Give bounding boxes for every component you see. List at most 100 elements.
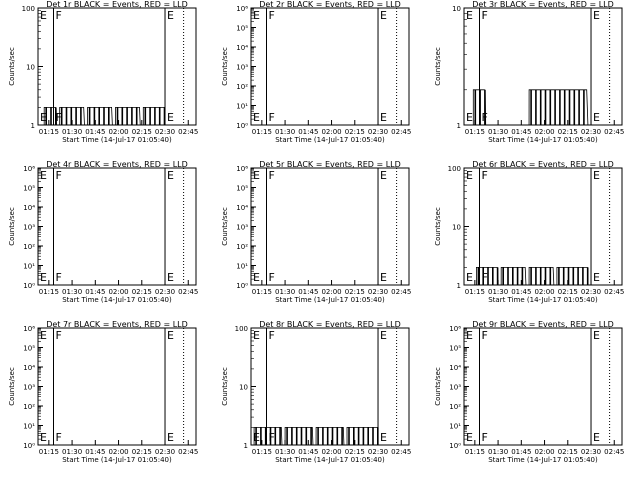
x-tick-label: 02:15 [558,128,578,136]
panel-title: Det 6r BLACK = Events, RED = LLD [472,160,614,169]
marker-label-top: E [380,169,387,182]
x-tick-label: 02:45 [178,288,198,296]
series-events-seg-5 [142,107,166,126]
y-tick-label: 10¹ [23,423,35,431]
series-events-seg-4 [115,107,141,126]
y-tick-label: 10⁵ [236,185,248,193]
x-tick-label: 01:15 [465,448,485,456]
x-tick-label: 02:30 [368,288,388,296]
y-tick-label: 10 [452,5,461,13]
marker-label-bottom: F [481,431,487,444]
y-tick-label: 10³ [23,224,35,232]
x-tick-label: 01:15 [39,128,59,136]
marker-label-top: E [40,9,47,22]
y-tick-label: 10 [452,224,461,232]
panel-det-1: Det 1r BLACK = Events, RED = LLD 1 10 100 01… [8,0,198,144]
x-tick-label: 01:15 [465,128,485,136]
panel-det-5: Det 5r BLACK = Events, RED = LLD 10⁰ 10¹ 10… [221,160,411,304]
plot-frame [250,7,410,126]
marker-label-bottom: F [268,111,274,124]
x-tick-label: 01:30 [62,128,82,136]
y-axis-label: Counts/sec [8,207,16,246]
x-tick-label: 02:15 [345,128,365,136]
plot-frame [463,7,623,126]
marker-label-top: F [55,329,61,342]
marker-label-top: E [167,9,174,22]
y-tick-label: 10⁰ [236,122,248,130]
series-events-seg-2 [284,427,314,446]
y-tick-label: 10⁵ [449,345,461,353]
x-axis-label: Start Time (14-Jul-17 01:05:40) [275,136,385,144]
panel-det-4: Det 4r BLACK = Events, RED = LLD 10⁰ 10¹ 10… [8,160,198,304]
x-tick-label: 02:45 [391,288,411,296]
x-tick-label: 02:00 [108,448,128,456]
marker-label-top: E [167,169,174,182]
x-tick-label: 01:30 [275,128,295,136]
x-tick-label: 02:45 [604,288,624,296]
marker-label-top: E [253,9,260,22]
marker-label-top: E [167,329,174,342]
marker-label-bottom: E [40,431,47,444]
x-tick-label: 01:15 [252,128,272,136]
x-tick-label: 02:30 [155,128,175,136]
panel-title: Det 7r BLACK = Events, RED = LLD [46,320,188,329]
plot-frame [463,327,623,446]
x-tick-label: 02:15 [345,288,365,296]
x-tick-label: 01:30 [275,288,295,296]
x-axis-label: Start Time (14-Jul-17 01:05:40) [488,456,598,464]
y-tick-label: 10⁴ [23,204,35,212]
y-tick-label: 10⁵ [23,345,35,353]
series-events-seg-3 [528,267,555,286]
x-tick-label: 02:30 [368,128,388,136]
y-axis-label: Counts/sec [221,47,229,86]
y-tick-label: 1 [31,122,35,130]
marker-label-top: F [481,329,487,342]
x-tick-label: 02:00 [534,288,554,296]
x-tick-label: 01:45 [511,448,531,456]
x-tick-label: 01:30 [62,288,82,296]
y-tick-label: 10² [449,403,461,411]
marker-label-bottom: E [466,111,473,124]
panel-title: Det 5r BLACK = Events, RED = LLD [259,160,401,169]
y-tick-label: 10⁵ [23,185,35,193]
series-events-seg-2 [500,267,527,286]
y-tick-label: 10 [26,64,35,72]
y-tick-label: 10⁶ [23,165,35,173]
x-tick-label: 01:15 [465,288,485,296]
marker-label-top: F [481,9,487,22]
series-events-seg-4 [556,267,589,286]
y-tick-label: 10⁰ [23,442,35,450]
y-tick-label: 10⁶ [23,325,35,333]
y-axis-label: Counts/sec [434,367,442,406]
x-tick-label: 01:30 [275,448,295,456]
panel-det-9: Det 9r BLACK = Events, RED = LLD 10⁰ 10¹ 10… [434,320,624,464]
series-events-seg-3 [315,427,345,446]
x-tick-label: 01:45 [511,288,531,296]
x-axis-label: Start Time (14-Jul-17 01:05:40) [62,136,172,144]
y-tick-label: 10¹ [23,263,35,271]
panel-det-3: Det 3r BLACK = Events, RED = LLD 1 10 01:15… [434,0,624,144]
y-tick-label: 100 [235,325,248,333]
x-tick-label: 02:15 [132,288,152,296]
marker-label-top: F [268,169,274,182]
x-tick-label: 02:00 [321,128,341,136]
marker-label-bottom: E [380,431,387,444]
marker-label-bottom: E [593,111,600,124]
y-tick-label: 10² [23,403,35,411]
marker-label-bottom: F [55,431,61,444]
x-tick-label: 01:30 [488,448,508,456]
marker-label-bottom: F [55,271,61,284]
series-events-seg-1 [43,107,57,126]
x-tick-label: 02:15 [345,448,365,456]
marker-label-bottom: E [40,111,47,124]
marker-label-bottom: E [167,111,174,124]
y-axis-label: Counts/sec [434,207,442,246]
plot-frame [37,327,197,446]
y-tick-label: 100 [448,165,461,173]
x-tick-label: 02:45 [178,128,198,136]
x-tick-label: 02:30 [368,448,388,456]
y-axis-label: Counts/sec [8,367,16,406]
y-axis-label: Counts/sec [434,47,442,86]
marker-label-top: E [466,329,473,342]
y-tick-label: 100 [22,5,35,13]
